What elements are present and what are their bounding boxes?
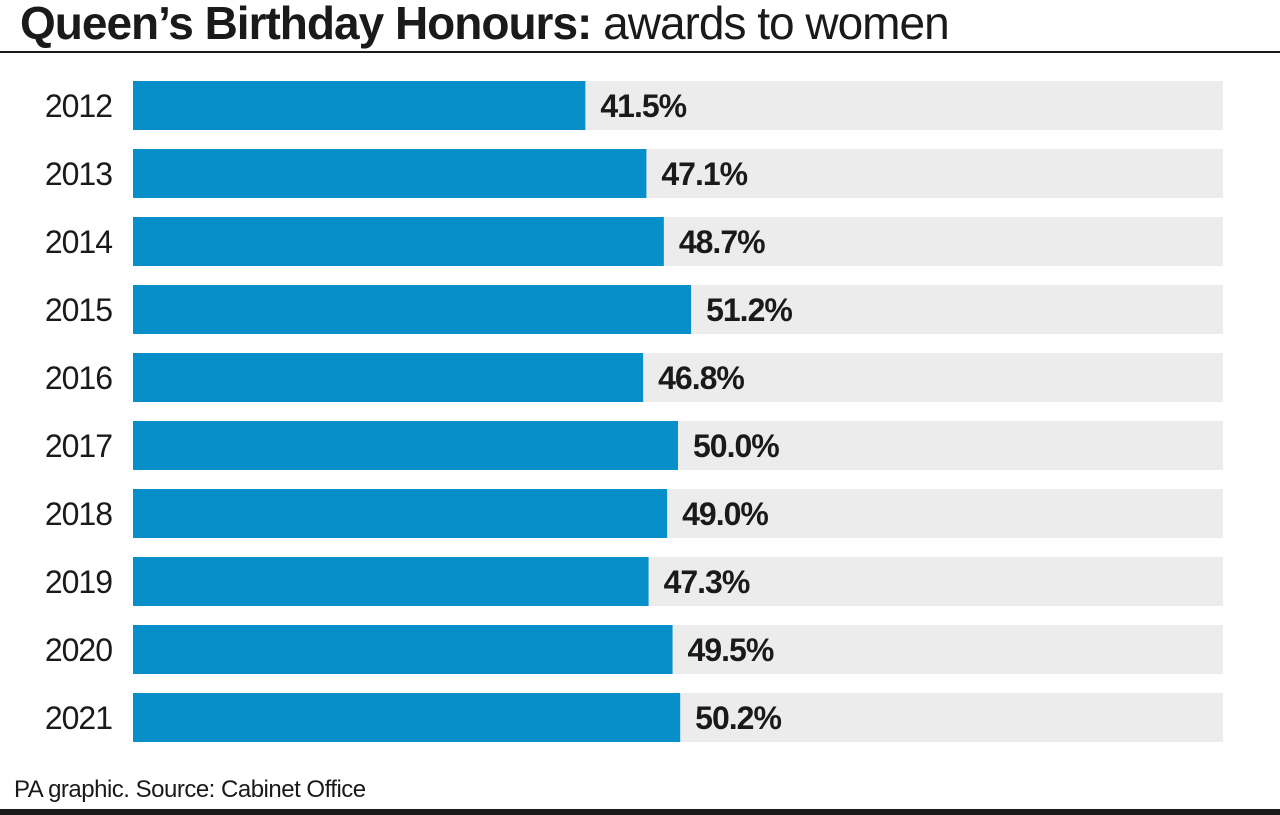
value-label: 49.5% [688,632,774,668]
bar-2019 [133,557,649,606]
bar-2013 [133,149,647,198]
category-label: 2021 [45,700,112,736]
category-label: 2016 [45,360,112,396]
value-label: 50.0% [693,428,779,464]
value-label: 50.2% [695,700,781,736]
category-label: 2013 [45,156,112,192]
value-label: 46.8% [658,360,744,396]
bar-2021 [133,693,681,742]
bar-2012 [133,81,586,130]
category-label: 2014 [45,224,112,260]
bar-2015 [133,285,692,334]
bar-2020 [133,625,673,674]
chart-title: Queen’s Birthday Honours: awards to wome… [20,0,950,50]
value-label: 48.7% [679,224,765,260]
category-label: 2015 [45,292,112,328]
value-label: 49.0% [682,496,768,532]
source-note: PA graphic. Source: Cabinet Office [14,776,366,803]
category-label: 2020 [45,632,112,668]
footer-divider [0,809,1280,815]
value-label: 51.2% [706,292,792,328]
bar-2017 [133,421,678,470]
value-label: 47.1% [661,156,747,192]
value-label: 41.5% [600,88,686,124]
bar-2018 [133,489,668,538]
value-label: 47.3% [664,564,750,600]
category-label: 2017 [45,428,112,464]
category-label: 2019 [45,564,112,600]
bar-2014 [133,217,664,266]
category-label: 2018 [45,496,112,532]
title-bold: Queen’s Birthday Honours: [20,0,592,49]
title-divider [0,51,1280,53]
bar-2016 [133,353,644,402]
title-subtitle: awards to women [591,0,950,49]
category-label: 2012 [45,88,112,124]
